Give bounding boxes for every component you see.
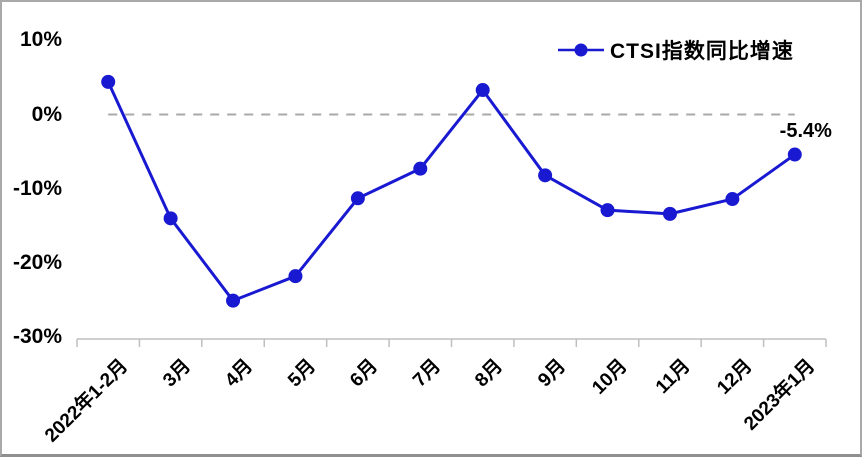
y-tick-label: -20% xyxy=(12,250,62,274)
data-point-marker xyxy=(226,293,241,308)
data-point-marker xyxy=(413,161,428,176)
y-tick-label: -30% xyxy=(12,325,62,348)
legend: CTSI指数同比增速 xyxy=(558,35,794,65)
data-point-marker xyxy=(475,83,490,98)
y-tick-label: 10% xyxy=(19,28,62,52)
data-point-marker xyxy=(600,203,615,218)
data-point-marker xyxy=(101,74,116,89)
legend-label: CTSI指数同比增速 xyxy=(610,40,794,63)
data-point-marker xyxy=(725,192,740,207)
legend-line-marker-icon xyxy=(558,43,604,57)
y-tick-label: -10% xyxy=(12,176,62,200)
data-point-marker xyxy=(163,211,178,226)
data-point-marker xyxy=(350,191,365,206)
y-tick-label: 0% xyxy=(31,102,62,126)
data-point-marker xyxy=(288,269,303,284)
data-point-marker xyxy=(787,147,802,162)
series-line xyxy=(106,81,796,303)
last-value-label: -5.4% xyxy=(779,119,832,142)
data-point-marker xyxy=(538,168,553,183)
data-point-marker xyxy=(662,206,677,221)
